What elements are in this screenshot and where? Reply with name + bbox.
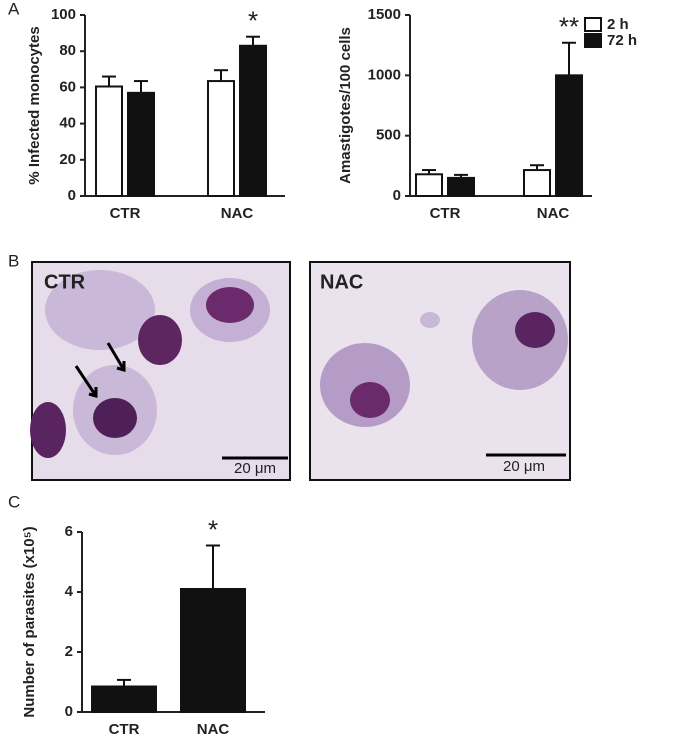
panel-label: B: [8, 251, 19, 270]
micrograph: CTR 20 μm: [30, 261, 291, 481]
nucleus: [515, 312, 555, 348]
y-tick-label: 4: [65, 583, 74, 600]
x-tick-label: NAC: [221, 205, 254, 222]
y-tick-label: 0: [65, 703, 73, 720]
y-tick-label: 0: [393, 187, 401, 204]
bar: [207, 80, 235, 197]
x-tick-label: CTR: [430, 205, 461, 222]
bar: [555, 74, 583, 197]
y-axis-title: Number of parasites (x10⁵): [21, 526, 38, 717]
bar: [91, 685, 157, 713]
nucleus: [206, 287, 254, 323]
y-tick-label: 20: [59, 151, 76, 168]
panel-label: C: [8, 492, 20, 511]
y-tick-label: 1000: [368, 66, 401, 83]
y-tick-label: 60: [59, 78, 76, 95]
nucleus: [30, 402, 66, 458]
bar: [523, 169, 551, 198]
bar: [95, 85, 123, 197]
image-label: CTR: [44, 271, 86, 293]
bar: [415, 173, 443, 197]
nucleus: [93, 398, 137, 438]
scale-label: 20 μm: [234, 460, 276, 477]
scale-label: 20 μm: [503, 458, 545, 475]
y-tick-label: 500: [376, 127, 401, 144]
cell: [420, 312, 440, 328]
y-tick-label: 1500: [368, 6, 401, 23]
y-axis-title: % Infected monocytes: [26, 26, 43, 184]
x-tick-label: NAC: [537, 205, 570, 222]
y-tick-label: 80: [59, 42, 76, 59]
arrow: [74, 342, 126, 398]
x-tick-label: CTR: [110, 205, 141, 222]
bar: [239, 44, 267, 197]
legend-swatch: [584, 33, 602, 48]
y-tick-label: 2: [65, 643, 73, 660]
image-label: NAC: [320, 271, 363, 293]
legend-label: 2 h: [607, 16, 629, 33]
y-axis-title: Amastigotes/100 cells: [337, 27, 354, 184]
x-tick-label: NAC: [197, 721, 230, 738]
annotation: *: [248, 6, 258, 36]
y-tick-label: 6: [65, 523, 73, 540]
legend-swatch: [584, 17, 602, 32]
nucleus: [350, 382, 390, 418]
y-tick-label: 100: [51, 6, 76, 23]
annotation: **: [559, 12, 579, 42]
x-tick-label: CTR: [109, 721, 140, 738]
bar: [127, 91, 155, 197]
bar: [180, 588, 246, 713]
y-tick-label: 40: [59, 115, 76, 132]
bar: [447, 176, 475, 197]
panel-label: A: [8, 0, 20, 18]
cell: [45, 270, 155, 350]
micrograph: 20 μm NAC: [309, 261, 571, 481]
annotation: *: [208, 514, 218, 544]
y-tick-label: 0: [68, 187, 76, 204]
legend-label: 72 h: [607, 32, 637, 49]
nucleus: [138, 315, 182, 365]
